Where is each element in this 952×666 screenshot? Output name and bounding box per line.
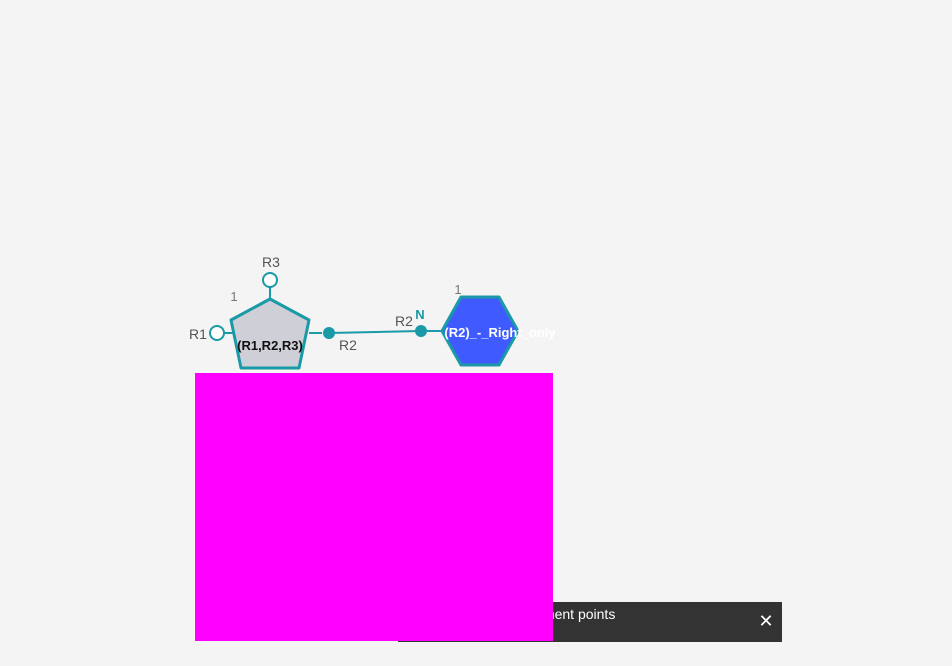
r3-label: R3 (262, 254, 280, 270)
monomer-left-name: (R1,R2,R3) (237, 338, 303, 353)
hexagon-shape[interactable] (440, 295, 520, 367)
r2-label-left: R2 (339, 337, 357, 353)
monomer-left-number: 1 (230, 289, 237, 304)
close-icon[interactable]: ✕ (754, 610, 778, 634)
r2-label-right: R2 (395, 313, 413, 329)
atom-label-n: N (415, 307, 424, 322)
pentagon-shape[interactable] (229, 297, 311, 370)
monomer-right-number: 1 (454, 282, 461, 297)
r2-attachment-point-left[interactable] (323, 327, 335, 339)
bond-line[interactable] (328, 330, 422, 334)
monomer-left[interactable]: (R1,R2,R3) 1 R3 R1 R2 (189, 254, 357, 370)
occluding-overlay (195, 373, 553, 641)
r1-attachment-point[interactable] (209, 325, 225, 341)
r2-attachment-point-right[interactable] (415, 325, 427, 337)
monomer-right-name: (R2)_-_Right_only (444, 325, 556, 340)
r3-attachment-point[interactable] (262, 272, 278, 288)
monomer-right[interactable]: (R2)_-_Right_only 1 R2 N (395, 282, 556, 367)
r1-label: R1 (189, 326, 207, 342)
